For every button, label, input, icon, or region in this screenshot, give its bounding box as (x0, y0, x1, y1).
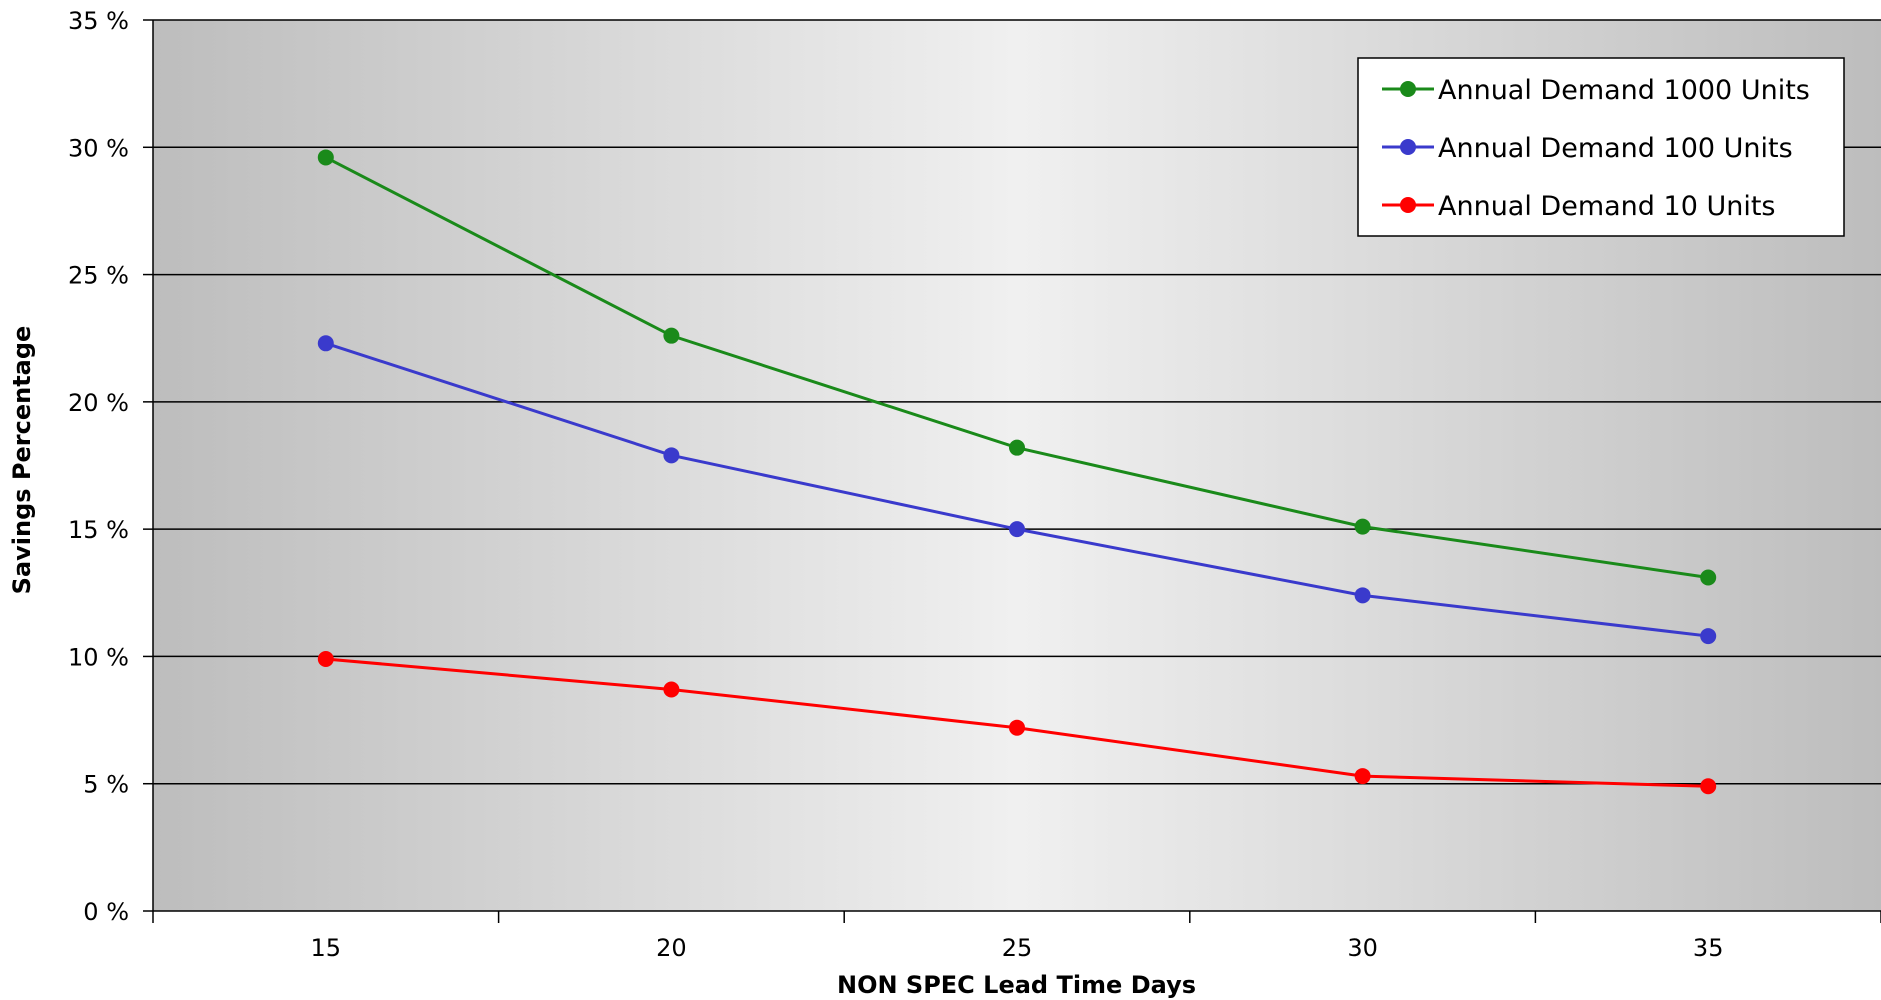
legend-swatch-marker (1400, 81, 1416, 97)
x-tick-label: 15 (311, 934, 342, 962)
data-point (317, 650, 334, 667)
legend-swatch-marker (1400, 197, 1416, 213)
x-tick-label: 20 (656, 934, 687, 962)
data-point (317, 335, 334, 352)
data-point (1009, 719, 1025, 736)
data-point (317, 149, 334, 166)
y-tick-label: 25 % (68, 262, 129, 290)
series-2 (317, 335, 1717, 645)
x-axis-title: NON SPEC Lead Time Days (837, 971, 1196, 999)
legend-box (1357, 57, 1845, 237)
data-point (1354, 587, 1371, 604)
y-tick-label: 10 % (68, 643, 129, 671)
legend-label: Annual Demand 100 Units (1438, 133, 1793, 164)
legend-swatch-marker (1400, 139, 1416, 155)
y-tick-label: 15 % (68, 516, 129, 544)
data-point (1009, 521, 1025, 538)
y-tick-label: 0 % (83, 898, 129, 926)
data-point (663, 681, 680, 698)
legend: Annual Demand 1000 Units Annual Demand 10… (1357, 57, 1845, 237)
data-point (1700, 569, 1717, 586)
x-tick-label: 30 (1347, 934, 1378, 962)
data-point (1354, 518, 1371, 535)
y-axis-title: Savings Percentage (8, 326, 36, 595)
axes: 0 % 5 % 10 % 15 % 20 % 25 % 30 % 35 % 15 20 25 30 35 (68, 7, 1881, 962)
series-1 (317, 149, 1717, 586)
x-tick-label: 35 (1693, 934, 1724, 962)
legend-label: Annual Demand 1000 Units (1438, 75, 1810, 106)
series-group (317, 149, 1717, 795)
y-tick-label: 35 % (68, 7, 129, 35)
x-tick-label: 25 (1002, 934, 1033, 962)
y-tick-label: 30 % (68, 134, 129, 162)
data-point (1700, 778, 1717, 795)
data-point (663, 327, 680, 344)
data-point (663, 447, 680, 464)
data-point (1354, 768, 1371, 785)
y-tick-label: 5 % (83, 771, 129, 799)
series-3 (317, 650, 1717, 795)
data-point (1009, 439, 1025, 456)
data-point (1700, 628, 1717, 645)
y-tick-label: 20 % (68, 389, 129, 417)
legend-label: Annual Demand 10 Units (1438, 191, 1776, 222)
